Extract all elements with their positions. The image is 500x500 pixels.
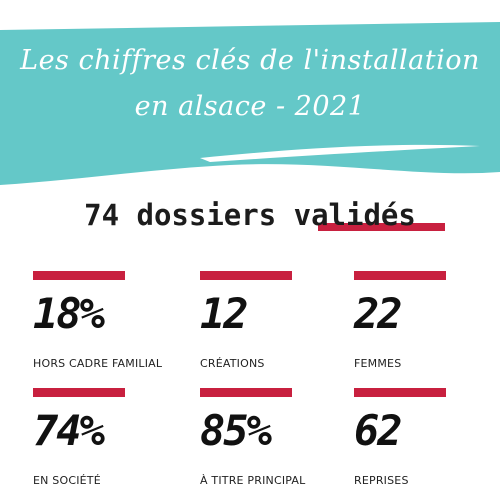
stat-reprises: 62 REPRISES bbox=[354, 388, 500, 498]
headline-underline bbox=[318, 223, 445, 231]
stat-label: À TITRE PRINCIPAL bbox=[200, 474, 306, 487]
stat-label: REPRISES bbox=[354, 474, 409, 487]
stat-label: HORS CADRE FAMILIAL bbox=[33, 357, 163, 370]
stat-value: 18% bbox=[33, 289, 105, 338]
stat-label: FEMMES bbox=[354, 357, 402, 370]
stat-bar bbox=[200, 271, 292, 280]
stat-creations: 12 CRÉATIONS bbox=[200, 271, 350, 381]
stat-hors-cadre-familial: 18% HORS CADRE FAMILIAL bbox=[33, 271, 183, 381]
stat-bar bbox=[354, 388, 446, 397]
stat-value: 74% bbox=[33, 406, 105, 455]
stat-value: 85% bbox=[200, 406, 272, 455]
stat-femmes: 22 FEMMES bbox=[354, 271, 500, 381]
stat-value: 62 bbox=[354, 406, 403, 455]
stat-value: 22 bbox=[354, 289, 403, 338]
banner-title-line1: Les chiffres clés de l'installation bbox=[20, 45, 480, 76]
stat-a-titre-principal: 85% À TITRE PRINCIPAL bbox=[200, 388, 350, 498]
stat-label: CRÉATIONS bbox=[200, 357, 265, 370]
banner-title: Les chiffres clés de l'installation en a… bbox=[0, 38, 500, 130]
stat-en-societe: 74% EN SOCIÉTÉ bbox=[33, 388, 183, 498]
stat-value: 12 bbox=[200, 289, 249, 338]
title-banner bbox=[0, 22, 500, 185]
headline: 74 dossiers validés bbox=[84, 198, 416, 232]
stat-bar bbox=[200, 388, 292, 397]
stat-bar bbox=[354, 271, 446, 280]
stat-bar bbox=[33, 271, 125, 280]
stat-bar bbox=[33, 388, 125, 397]
stat-label: EN SOCIÉTÉ bbox=[33, 474, 101, 487]
banner-title-line2: en alsace - 2021 bbox=[134, 91, 366, 122]
